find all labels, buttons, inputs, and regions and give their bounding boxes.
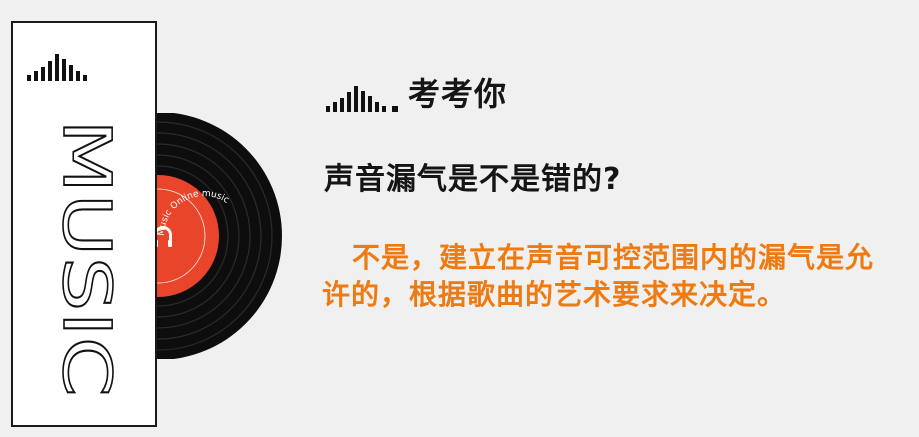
bars-icon (326, 86, 398, 112)
answer-block: 不是，建立在声音可控范围内的漏气是允许的，根据歌曲的艺术要求来决定。 (322, 239, 894, 313)
title-row: 考考你 (326, 70, 507, 114)
answer-text: 不是，建立在声音可控范围内的漏气是允许的，根据歌曲的艺术要求来决定。 (322, 241, 875, 311)
music-card: MUSIC (11, 21, 157, 427)
page-title: 考考你 (408, 75, 508, 113)
music-vertical-word: MUSIC (56, 119, 116, 397)
question-text: 声音漏气是不是错的? (324, 162, 622, 197)
bars-icon (27, 54, 87, 81)
